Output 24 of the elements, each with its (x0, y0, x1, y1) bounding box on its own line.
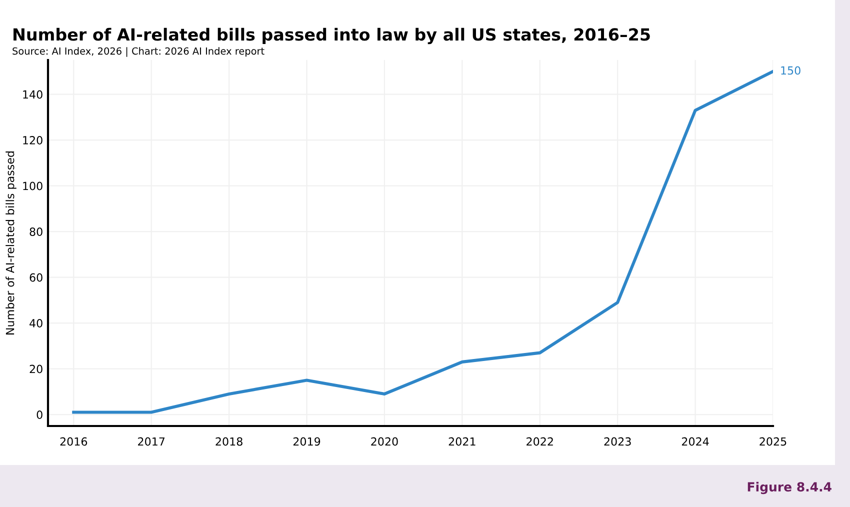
y-tick-label: 60 (30, 273, 42, 282)
y-tick-label: 0 (36, 410, 42, 419)
x-tick-label: 2022 (526, 437, 553, 446)
x-tick-label: 2018 (216, 437, 242, 446)
data-label: 150 (781, 66, 800, 75)
y-tick-label: 140 (23, 90, 42, 99)
y-tick-label: 100 (23, 182, 42, 190)
x-tick-label: 2017 (138, 437, 165, 446)
chart-title: Number of AI-related bills passed into law by all US states, 2016–25 (14, 28, 650, 44)
y-tick-label: 40 (30, 319, 42, 328)
x-tick-label: 2020 (371, 437, 398, 446)
x-tick-label: 2016 (60, 437, 88, 446)
caption: Figure 8.4.4 (748, 482, 832, 494)
x-tick-label: 2023 (604, 437, 631, 446)
y-tick-label: 80 (30, 228, 42, 236)
y-axis-title: Number of AI-related bills passed (6, 151, 16, 334)
line-series (72, 70, 773, 414)
y-tick-label: 120 (23, 136, 42, 144)
x-tick-label: 2019 (293, 437, 320, 446)
chart-subtitle: Source: AI Index, 2026 | Chart: 2026 AI Index report (12, 47, 264, 57)
x-tick-label: 2024 (682, 437, 709, 446)
x-tick-label: 2025 (760, 437, 786, 446)
x-tick-label: 2021 (448, 437, 476, 446)
y-tick-label: 20 (30, 364, 42, 374)
